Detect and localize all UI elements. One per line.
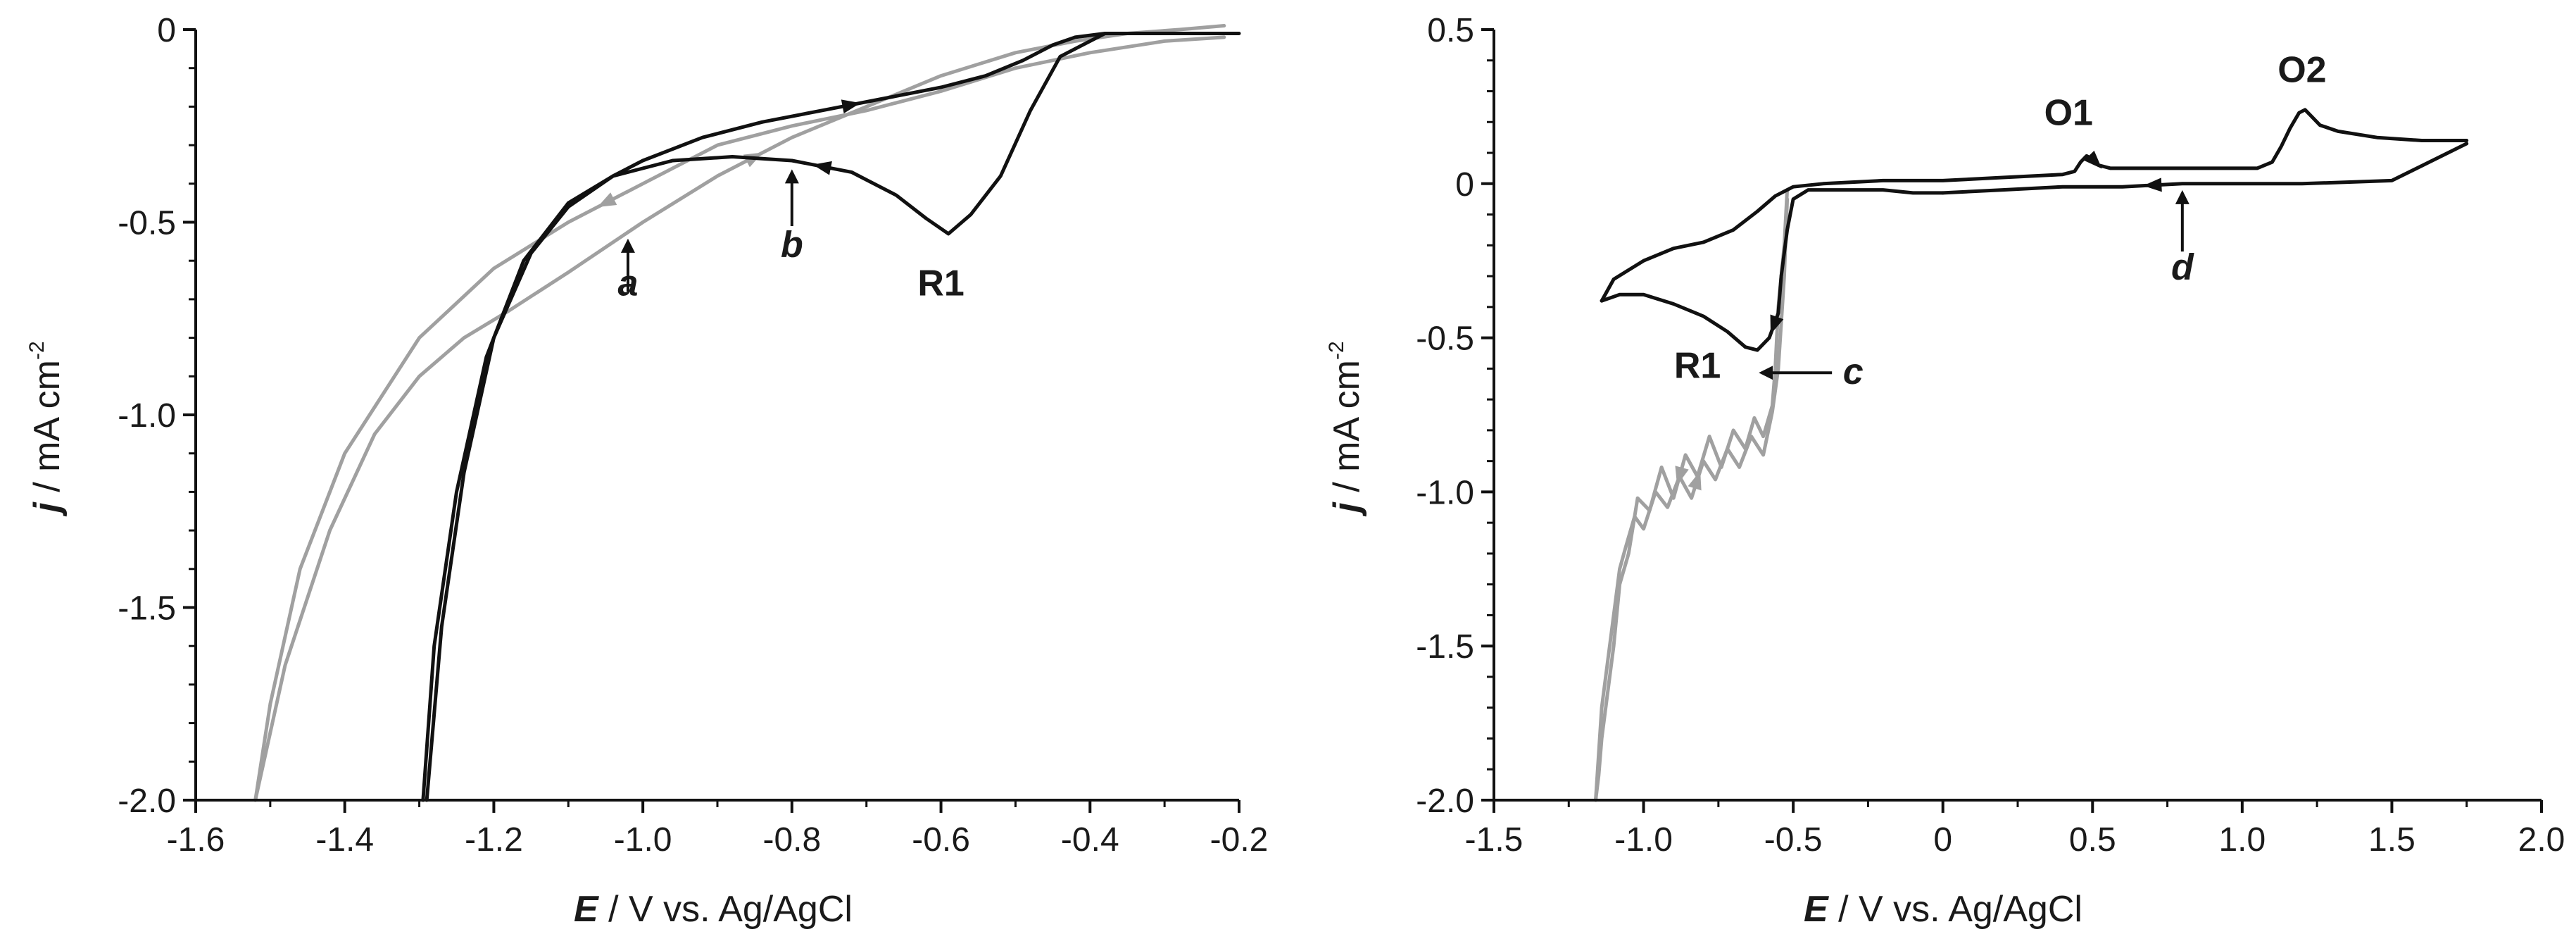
x-tick-label: -1.0 xyxy=(614,821,672,859)
right-annotations: O1 O2 R1 c d xyxy=(1674,49,2327,392)
y-tick-label: -1.0 xyxy=(1416,474,1474,511)
y-tick-label: -1.5 xyxy=(118,590,176,628)
x-tick-label: 2.0 xyxy=(2518,821,2565,859)
right-curves xyxy=(1594,108,2469,802)
direction-arrow-c-return xyxy=(1688,470,1702,491)
series-line-b xyxy=(421,32,1226,802)
x-tick-label: 1.5 xyxy=(2368,821,2415,859)
x-tick-label: -0.2 xyxy=(1210,821,1269,859)
x-tick-label: -1.2 xyxy=(465,821,523,859)
y-tick-label: -1.5 xyxy=(1416,628,1474,666)
annotation-d: d xyxy=(2171,247,2194,287)
x-tick-label: -1.5 xyxy=(1465,821,1523,859)
y-tick-label: -0.5 xyxy=(1416,320,1474,358)
series-line-a-return xyxy=(253,24,1226,802)
right-y-axis-title: j / mA cm-2 xyxy=(1325,341,1367,516)
left-annotations: abR1 xyxy=(618,169,965,304)
series-line-black-return-scan xyxy=(1600,108,2469,303)
left-axes xyxy=(183,28,1240,813)
series-line-c-return xyxy=(1594,197,1790,802)
x-tick-label: -1.6 xyxy=(167,821,225,859)
annotation-r1: R1 xyxy=(917,263,964,304)
x-tick-label: 0.5 xyxy=(2069,821,2116,859)
left-x-axis-title: E / V vs. Ag/AgCl xyxy=(574,889,853,930)
y-tick-label: -1.0 xyxy=(118,397,176,435)
direction-arrow-a xyxy=(597,192,617,208)
x-tick-label: -1.4 xyxy=(315,821,374,859)
annotation-c: c xyxy=(1843,351,1864,392)
x-tick-label: -0.5 xyxy=(1764,821,1823,859)
series-line-b-return xyxy=(425,32,1241,802)
left-tick-labels: -1.6 -1.4 -1.2 -1.0 -0.8 -0.6 -0.4 -0.2 0 -0.5 -1.… xyxy=(118,12,1268,859)
direction-arrow-black-return-scan xyxy=(2084,150,2102,169)
annotation-r1: R1 xyxy=(1674,345,1721,386)
y-tick-label: -0.5 xyxy=(118,205,176,242)
direction-arrow-d xyxy=(2143,177,2162,192)
direction-arrow-black-cathodic-scan xyxy=(1770,314,1784,335)
x-tick-label: 0 xyxy=(1933,821,1952,859)
y-tick-label: 0 xyxy=(157,12,176,49)
y-tick-label: -2.0 xyxy=(118,783,176,820)
annotation-o1: O1 xyxy=(2044,93,2093,134)
right-x-axis-title: E / V vs. Ag/AgCl xyxy=(1804,889,2082,930)
right-panel: -1.5 -1.0 -0.5 0 0.5 1.0 1.5 2.0 0.5 0 -0.5 -1.0 -1.… xyxy=(1325,12,2565,930)
series-line-a xyxy=(253,35,1226,802)
left-y-axis-title: j / mA cm-2 xyxy=(25,341,68,516)
x-tick-label: -1.0 xyxy=(1614,821,1673,859)
y-tick-label: 0.5 xyxy=(1427,12,1474,49)
x-tick-label: -0.4 xyxy=(1061,821,1119,859)
annotation-b: b xyxy=(781,225,803,266)
x-tick-label: -0.6 xyxy=(912,821,970,859)
series-line-d xyxy=(1941,142,2469,195)
x-tick-label: -0.8 xyxy=(762,821,821,859)
y-tick-label: 0 xyxy=(1455,166,1474,204)
left-panel: -1.6 -1.4 -1.2 -1.0 -0.8 -0.6 -0.4 -0.2 0 -0.5 -1.… xyxy=(25,12,1268,930)
x-tick-label: 1.0 xyxy=(2218,821,2266,859)
direction-arrow-b xyxy=(812,161,832,175)
right-axes xyxy=(1481,28,2543,813)
right-tick-labels: -1.5 -1.0 -0.5 0 0.5 1.0 1.5 2.0 0.5 0 -0.5 -1.0 -1.… xyxy=(1416,12,2565,859)
direction-arrow-b-return xyxy=(841,99,861,113)
left-curves xyxy=(253,24,1241,802)
annotation-o2: O2 xyxy=(2277,49,2326,90)
series-line-black-cathodic-scan xyxy=(1600,188,1945,352)
y-tick-label: -2.0 xyxy=(1416,783,1474,820)
